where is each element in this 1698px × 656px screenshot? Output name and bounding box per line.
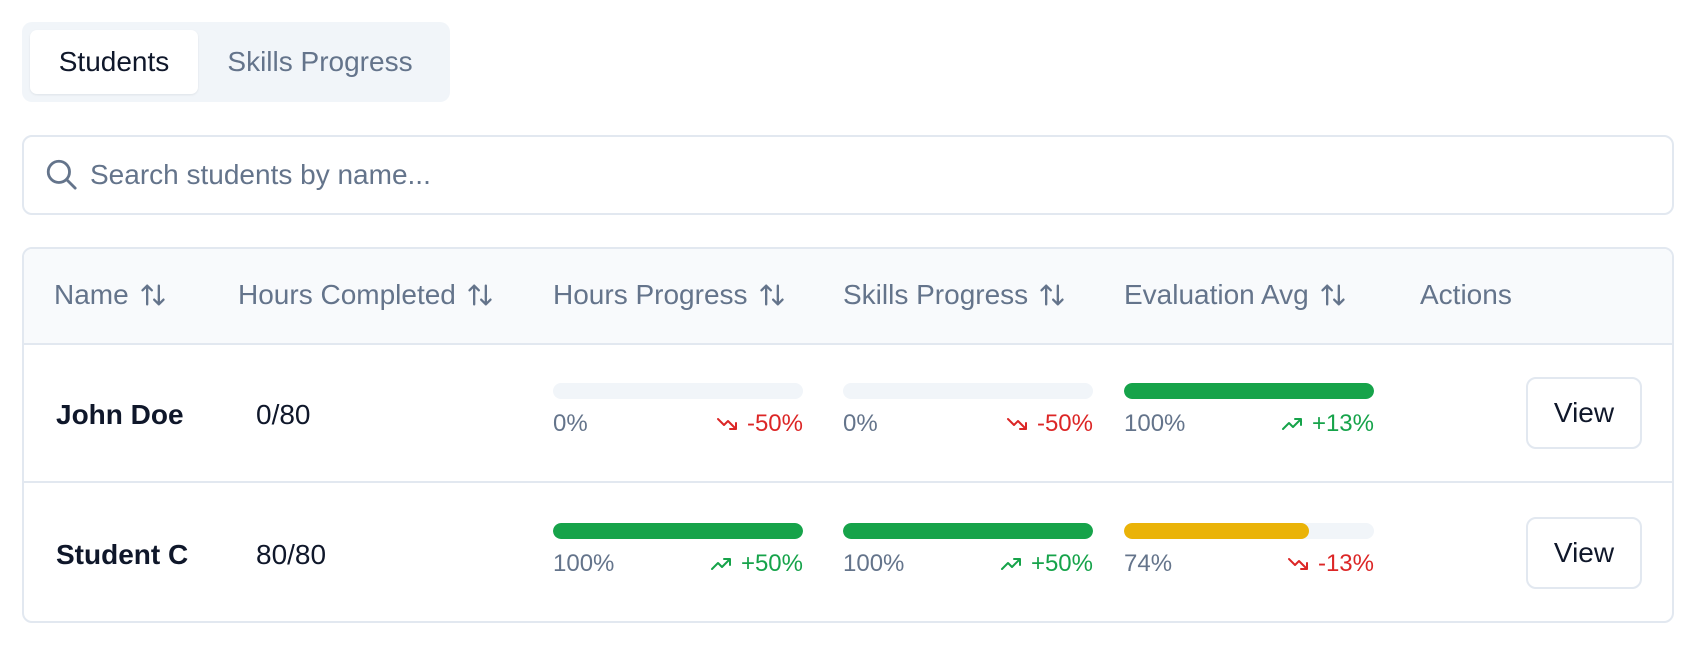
sort-icon (1040, 284, 1064, 306)
table-row: John Doe 0/80 0% -50% 0% -50% (24, 345, 1672, 483)
skills-progress: 0% -50% (843, 383, 1093, 439)
header-actions: Actions (1420, 279, 1512, 311)
tab-list: Students Skills Progress (22, 22, 450, 102)
student-name: John Doe (56, 399, 184, 430)
search-icon (46, 159, 77, 190)
sort-icon (141, 284, 165, 306)
trend-down-icon (1006, 418, 1027, 430)
progress-track (1124, 523, 1374, 539)
progress-track (553, 383, 803, 399)
student-name: Student C (56, 539, 189, 570)
trend-up-icon (1000, 558, 1021, 570)
trend-value: -13% (1317, 550, 1374, 577)
header-name[interactable]: Name (54, 279, 167, 311)
trend-indicator: -50% (1005, 410, 1093, 438)
hours-progress: 0% -50% (553, 383, 803, 439)
tab-students[interactable]: Students (30, 30, 198, 94)
header-hours-completed-label: Hours Completed (238, 279, 456, 310)
trend-down-icon (1287, 558, 1308, 570)
header-hours-completed[interactable]: Hours Completed (238, 279, 494, 311)
progress-percent: 74% (1124, 550, 1173, 577)
evaluation-average: 74% -13% (1124, 523, 1374, 579)
trend-value: -50% (1036, 410, 1093, 437)
trend-value: +50% (1030, 550, 1093, 577)
progress-fill (553, 523, 803, 539)
trend-value: +50% (740, 550, 803, 577)
skills-progress: 100% +50% (843, 523, 1093, 579)
header-evaluation-avg[interactable]: Evaluation Avg (1124, 279, 1347, 311)
table-row: Student C 80/80 100% +50% 100% +50% (24, 485, 1672, 621)
view-button[interactable]: View (1526, 517, 1642, 589)
progress-percent: 0% (553, 410, 588, 437)
progress-fill (1124, 383, 1374, 399)
trend-indicator: +50% (709, 550, 803, 578)
trend-indicator: -50% (715, 410, 803, 438)
search-box (22, 135, 1674, 215)
students-table: Name Hours Completed Hours Progress Skil… (22, 247, 1674, 623)
sort-icon (1321, 284, 1345, 306)
header-skills-progress-label: Skills Progress (843, 279, 1029, 310)
trend-value: -50% (746, 410, 803, 437)
trend-indicator: +13% (1280, 410, 1374, 438)
view-button[interactable]: View (1526, 377, 1642, 449)
header-evaluation-avg-label: Evaluation Avg (1124, 279, 1309, 310)
sort-icon (759, 284, 784, 306)
progress-track (843, 383, 1093, 399)
progress-track (553, 523, 803, 539)
progress-track (843, 523, 1093, 539)
trend-indicator: +50% (999, 550, 1093, 578)
search-input[interactable] (90, 151, 1650, 199)
trend-down-icon (716, 418, 737, 430)
progress-track (1124, 383, 1374, 399)
header-skills-progress[interactable]: Skills Progress (843, 279, 1066, 311)
trend-up-icon (1281, 418, 1302, 430)
progress-percent: 100% (1124, 410, 1186, 437)
sort-icon (468, 284, 492, 306)
header-name-label: Name (54, 279, 129, 310)
trend-value: +13% (1311, 410, 1374, 437)
trend-indicator: -13% (1286, 550, 1374, 578)
table-header: Name Hours Completed Hours Progress Skil… (24, 249, 1672, 345)
trend-up-icon (710, 558, 731, 570)
hours-completed: 0/80 (256, 399, 311, 430)
progress-fill (843, 523, 1093, 539)
progress-fill (1124, 523, 1309, 539)
header-hours-progress-label: Hours Progress (553, 279, 748, 310)
tab-skills-progress[interactable]: Skills Progress (227, 46, 413, 77)
progress-percent: 0% (843, 410, 878, 437)
header-actions-label: Actions (1420, 279, 1512, 310)
progress-percent: 100% (553, 550, 615, 577)
evaluation-average: 100% +13% (1124, 383, 1374, 439)
hours-completed: 80/80 (256, 539, 327, 570)
header-hours-progress[interactable]: Hours Progress (553, 279, 786, 311)
progress-percent: 100% (843, 550, 905, 577)
hours-progress: 100% +50% (553, 523, 803, 579)
